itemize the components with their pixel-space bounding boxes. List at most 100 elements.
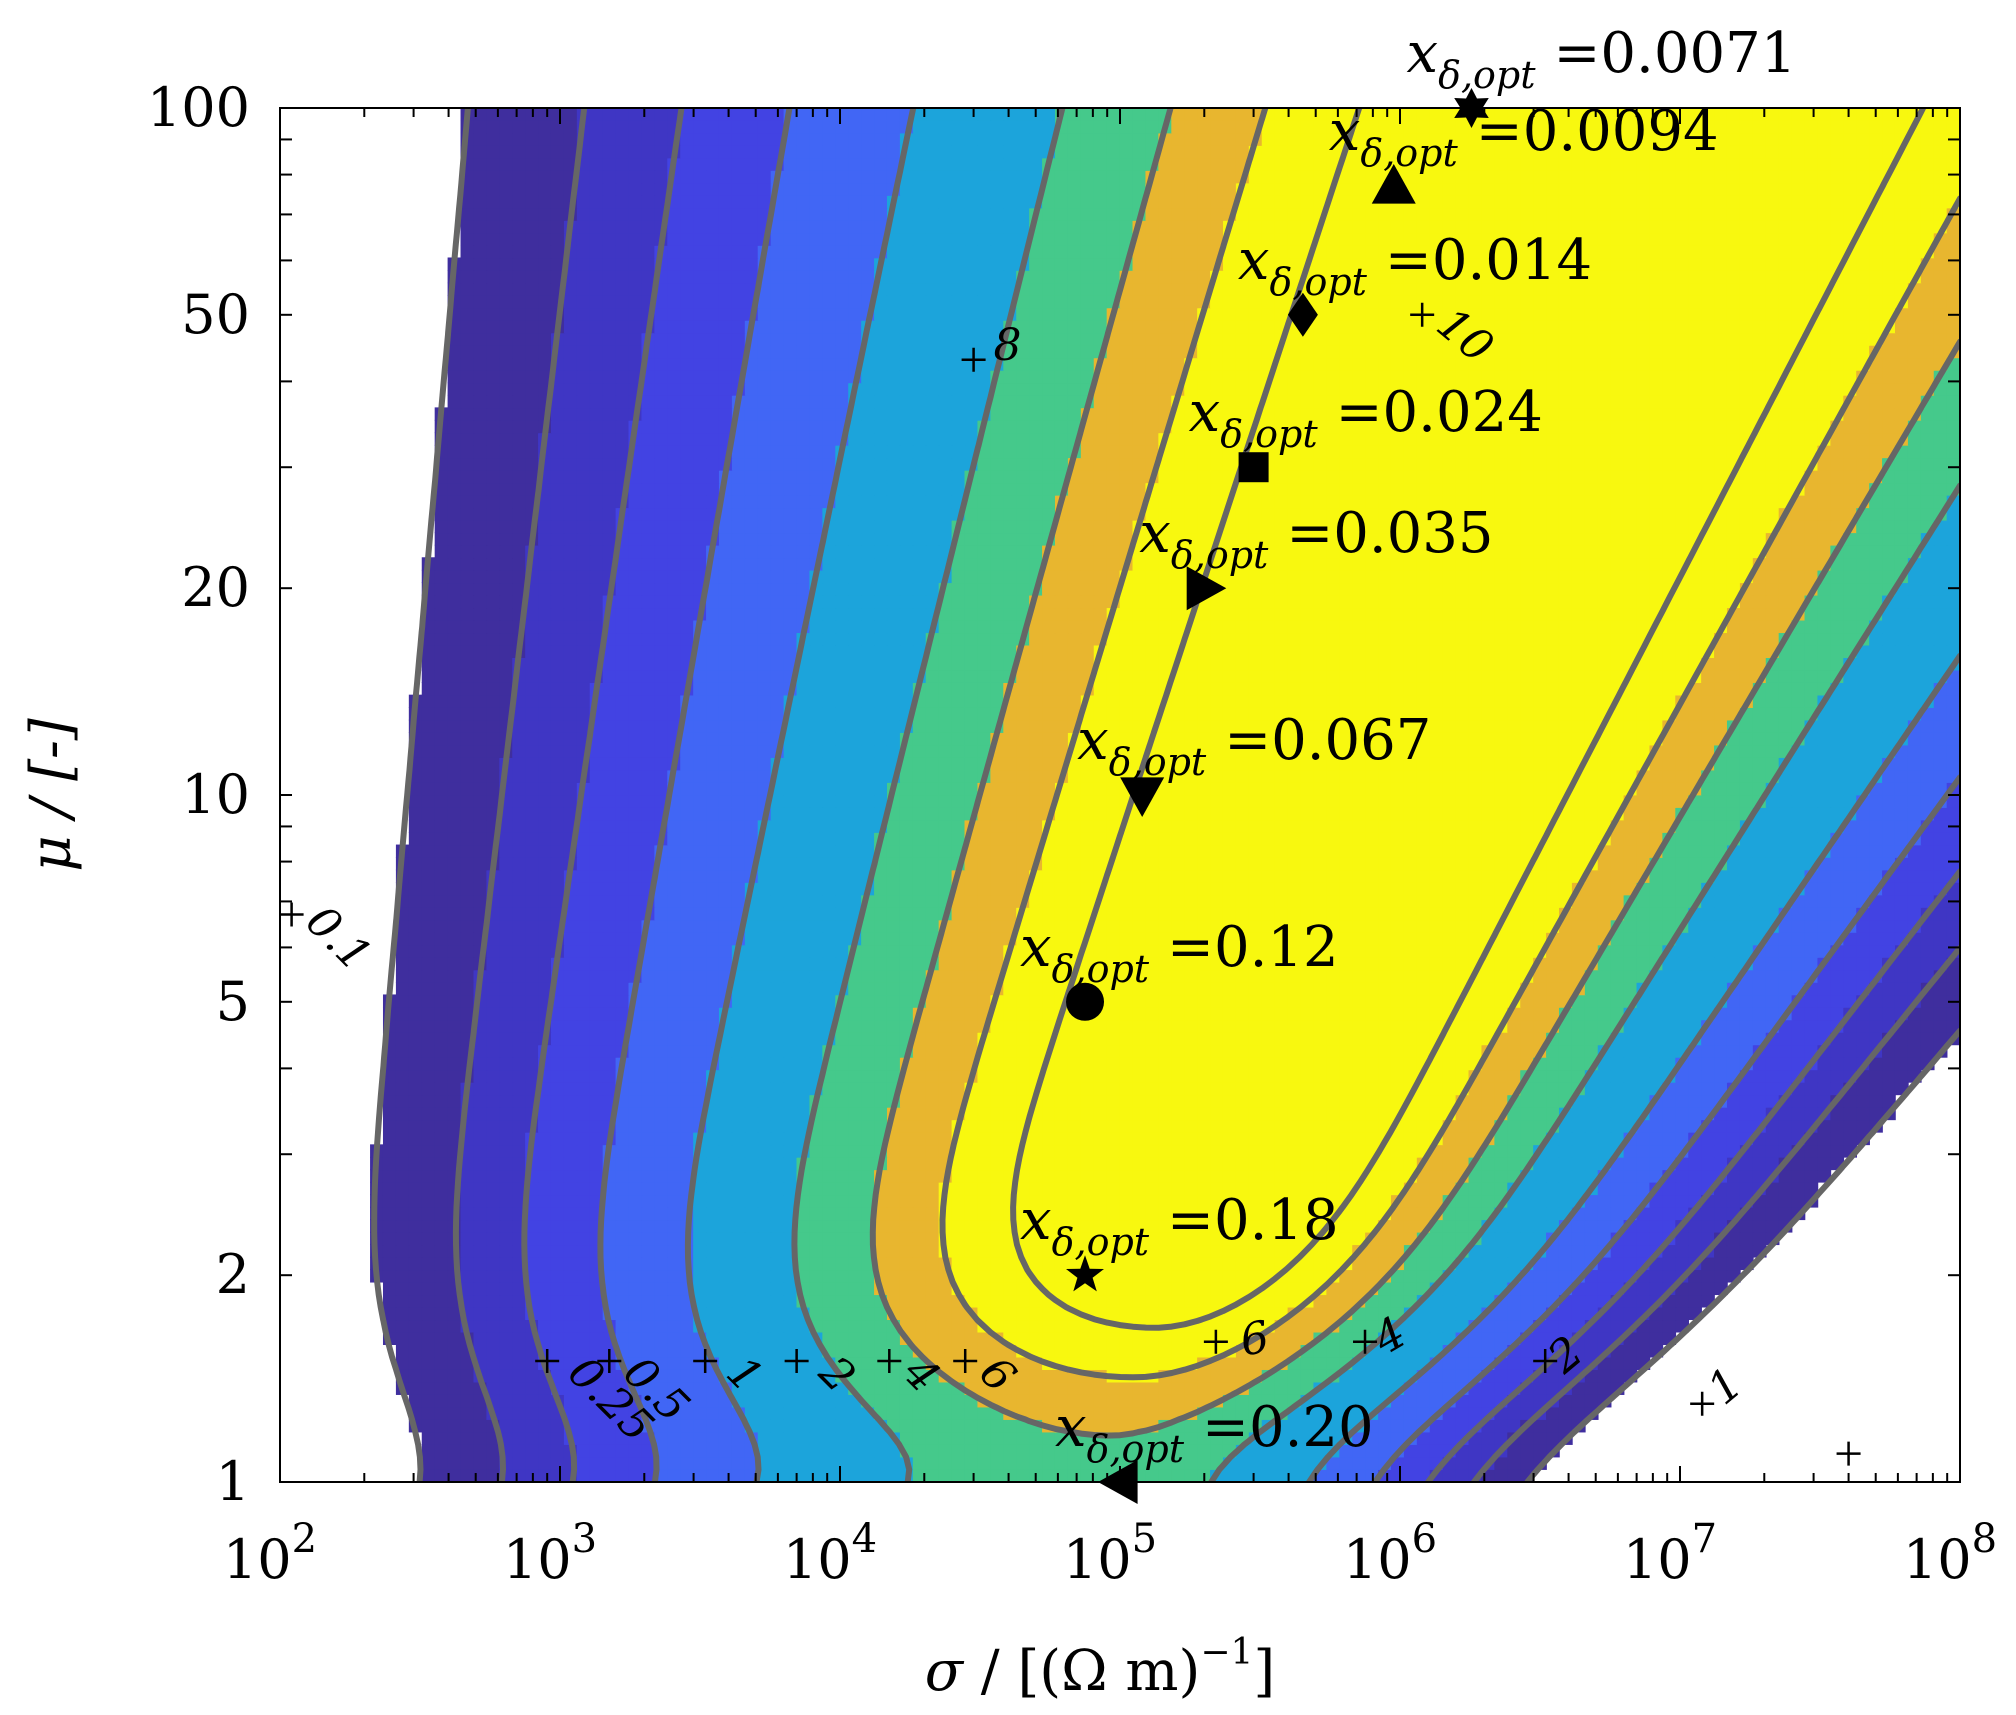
contour-band-cell — [770, 1006, 785, 1021]
contour-band-cell — [925, 1206, 940, 1221]
contour-band-cell — [1636, 1244, 1651, 1258]
contour-band-cell — [1507, 944, 1522, 958]
contour-band-cell — [1235, 1456, 1250, 1470]
contour-band-cell — [1326, 1169, 1341, 1183]
contour-band-cell — [1158, 1056, 1173, 1071]
contour-band-cell — [731, 981, 746, 996]
contour-band-cell — [1610, 1106, 1625, 1121]
contour-band-cell — [408, 1306, 423, 1321]
contour-band-cell — [680, 919, 694, 933]
contour-band-cell — [1636, 1069, 1651, 1083]
contour-band-cell — [1765, 994, 1780, 1008]
contour-band-cell — [641, 1119, 656, 1133]
contour-band-cell — [1507, 1019, 1522, 1033]
contour-band-cell — [1300, 1094, 1315, 1108]
contour-band-cell — [1339, 1006, 1354, 1021]
contour-band-cell — [1054, 1056, 1069, 1071]
contour-band-cell — [1365, 932, 1379, 946]
contour-band-cell — [757, 1244, 772, 1258]
contour-band-cell — [835, 1306, 850, 1321]
contour-band-cell — [486, 1044, 501, 1058]
contour-band-cell — [589, 1331, 604, 1345]
contour-band-cell — [628, 1031, 643, 1046]
contour-band-cell — [1352, 1144, 1366, 1158]
contour-band-cell — [1894, 1056, 1909, 1071]
contour-band-cell — [1106, 932, 1121, 946]
contour-band-cell — [421, 1231, 436, 1246]
contour-band-cell — [1300, 1169, 1315, 1183]
contour-band-cell — [977, 944, 992, 958]
contour-band-cell — [550, 1469, 565, 1482]
contour-band-cell — [964, 1031, 979, 1046]
contour-band-cell — [757, 1069, 772, 1083]
contour-band-cell — [1042, 1319, 1056, 1333]
contour-band-cell — [1378, 1369, 1392, 1383]
contour-band-cell — [395, 1319, 410, 1333]
contour-band-cell — [1584, 1281, 1599, 1296]
contour-band-cell — [1714, 1269, 1728, 1283]
contour-band-cell — [1752, 1019, 1767, 1033]
contour-band-cell — [1546, 1144, 1560, 1158]
contour-band-cell — [1261, 1056, 1276, 1071]
contour-band-cell — [770, 1056, 785, 1071]
contour-band-cell — [563, 1331, 578, 1345]
contour-band-cell — [706, 1456, 720, 1470]
contour-band-cell — [964, 1206, 979, 1221]
contour-band-cell — [731, 1219, 746, 1233]
contour-band-cell — [809, 1156, 824, 1171]
contour-band-cell — [1455, 956, 1470, 971]
contour-band-cell — [421, 1294, 436, 1308]
contour-band-cell — [899, 1156, 914, 1171]
contour-band-cell — [796, 1356, 811, 1370]
contour-band-cell — [421, 944, 436, 958]
contour-band-cell — [1222, 1156, 1237, 1171]
contour-band-cell — [499, 1256, 514, 1271]
contour-band-cell — [1791, 956, 1806, 971]
contour-band-cell — [1416, 969, 1431, 983]
contour-band-cell — [1287, 1281, 1302, 1296]
contour-band-cell — [1003, 907, 1018, 921]
contour-band-cell — [680, 1044, 694, 1058]
contour-band-cell — [951, 1231, 966, 1246]
contour-band-cell — [550, 1344, 565, 1358]
contour-band-cell — [654, 1394, 669, 1408]
contour-band-cell — [1636, 1331, 1651, 1345]
contour-band-cell — [1378, 1256, 1392, 1271]
contour-band-cell — [576, 1156, 591, 1171]
contour-band-cell — [1843, 981, 1858, 996]
contour-band-cell — [382, 1181, 397, 1196]
contour-band-cell — [1597, 1019, 1612, 1033]
contour-band-cell — [1119, 1394, 1134, 1408]
contour-band-cell — [421, 1144, 436, 1158]
contour-band-cell — [1080, 1344, 1095, 1358]
contour-band-cell — [460, 1419, 475, 1433]
contour-band-cell — [1882, 1006, 1896, 1021]
contour-band-cell — [1649, 1156, 1664, 1171]
contour-band-cell — [589, 1044, 604, 1058]
contour-band-cell — [1158, 1106, 1173, 1121]
contour-band-cell — [1235, 1256, 1250, 1271]
contour-band-cell — [602, 1006, 617, 1021]
contour-band-cell — [1352, 994, 1366, 1008]
contour-band-cell — [421, 1044, 436, 1058]
contour-band-cell — [1365, 1444, 1379, 1458]
contour-band-cell — [718, 944, 733, 958]
contour-band-cell — [1248, 994, 1263, 1008]
contour-band-cell — [667, 1044, 682, 1058]
contour-band-cell — [550, 1194, 565, 1208]
contour-band-cell — [1235, 1006, 1250, 1021]
contour-band-cell — [899, 1306, 914, 1321]
contour-band-cell — [1171, 1344, 1186, 1358]
contour-band-cell — [667, 1094, 682, 1108]
contour-band-cell — [990, 919, 1005, 933]
contour-band-cell — [447, 1456, 462, 1470]
contour-band-cell — [1287, 1081, 1302, 1096]
contour-band-cell — [886, 1156, 901, 1171]
contour-band-cell — [693, 1456, 707, 1470]
contour-band-cell — [1610, 1069, 1625, 1083]
contour-band-cell — [1390, 944, 1405, 958]
contour-band-cell — [770, 1456, 785, 1470]
contour-band-cell — [576, 1131, 591, 1146]
contour-band-cell — [1429, 1294, 1444, 1308]
contour-band-cell — [576, 1094, 591, 1108]
